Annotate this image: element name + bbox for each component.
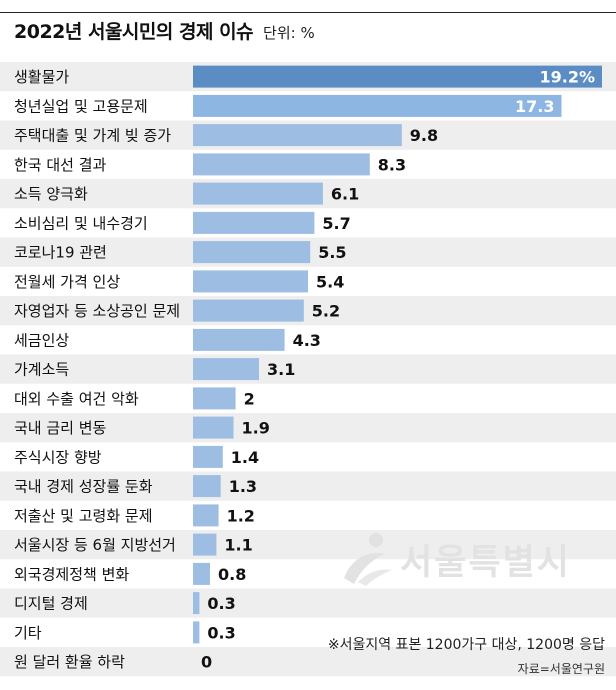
- value-label: 1.4: [231, 448, 259, 467]
- value-label: 6.1: [331, 185, 359, 204]
- category-label: 가계소득: [14, 361, 69, 379]
- bar: [193, 533, 217, 556]
- bar: [193, 328, 285, 351]
- category-label: 주식시장 향방: [14, 448, 102, 466]
- category-label: 대외 수출 여건 악화: [14, 390, 139, 408]
- bar: [193, 358, 259, 381]
- row-stripe: [0, 530, 616, 560]
- chart-title: 2022년 서울시민의 경제 이슈: [14, 21, 254, 43]
- category-label: 국내 경제 성장률 둔화: [14, 478, 153, 496]
- bar: [193, 562, 210, 585]
- bar: [193, 94, 562, 117]
- bar: [193, 270, 308, 293]
- row-stripe: [0, 413, 616, 443]
- row-stripe: [0, 471, 616, 501]
- value-label: 5.7: [322, 214, 350, 233]
- category-label: 원 달러 환율 하락: [14, 653, 125, 671]
- row-stripe: [0, 296, 616, 326]
- category-label: 전월세 가격 인상: [14, 273, 120, 291]
- bar: [193, 241, 311, 264]
- value-label: 4.3: [293, 331, 321, 350]
- category-label: 소득 양극화: [14, 185, 88, 203]
- value-label: 5.4: [316, 272, 344, 291]
- top-rule: [0, 12, 616, 13]
- category-label: 외국경제정책 변화: [14, 565, 129, 583]
- value-label: 0.3: [207, 623, 235, 642]
- value-label: 1.3: [229, 477, 257, 496]
- value-label: 0: [201, 653, 212, 672]
- value-label: 0.3: [207, 594, 235, 613]
- bar: [193, 504, 219, 527]
- bar: [193, 445, 223, 468]
- category-label: 국내 금리 변동: [14, 419, 107, 437]
- category-label: 한국 대선 결과: [14, 156, 107, 174]
- category-label: 소비심리 및 내수경기: [14, 214, 148, 232]
- bar: [193, 299, 304, 322]
- value-label: 19.2%: [539, 68, 595, 87]
- value-label: 1.2: [227, 506, 255, 525]
- category-label: 저출산 및 고령화 문제: [14, 507, 153, 525]
- bar: [193, 211, 315, 234]
- bar: [193, 621, 200, 644]
- category-label: 서울시장 등 6월 지방선거: [14, 536, 176, 554]
- bar: [193, 153, 370, 176]
- bar: [193, 592, 200, 615]
- category-label: 기타: [14, 624, 42, 642]
- value-label: 5.5: [318, 243, 346, 262]
- category-label: 주택대출 및 가계 빚 증가: [14, 127, 171, 145]
- category-label: 디지털 경제: [14, 595, 88, 613]
- category-label: 자영업자 등 소상공인 문제: [14, 302, 180, 320]
- value-label: 1.9: [242, 419, 270, 438]
- chart-header: 2022년 서울시민의 경제 이슈 단위: %: [14, 17, 315, 47]
- bar: [193, 387, 236, 410]
- category-label: 청년실업 및 고용문제: [14, 97, 148, 115]
- bar: [193, 124, 402, 147]
- category-label: 생활물가: [14, 68, 69, 86]
- row-stripe: [0, 647, 616, 677]
- value-label: 3.1: [267, 360, 295, 379]
- unit-label: 단위: %: [263, 24, 315, 42]
- value-label: 5.2: [312, 302, 340, 321]
- value-label: 0.8: [218, 565, 246, 584]
- value-label: 1.1: [224, 536, 252, 555]
- bar: [193, 65, 602, 88]
- bar: [193, 182, 323, 205]
- row-stripe: [0, 354, 616, 384]
- sample-note: ※서울지역 표본 1200가구 대상, 1200명 응답: [327, 637, 605, 653]
- value-label: 2: [244, 389, 255, 408]
- category-label: 세금인상: [14, 331, 69, 349]
- value-label: 17.3: [515, 97, 554, 116]
- value-label: 9.8: [410, 126, 438, 145]
- source-credit: 자료=서울연구원: [517, 662, 605, 676]
- category-label: 코로나19 관련: [14, 244, 107, 262]
- bar: [193, 475, 221, 498]
- row-stripe: [0, 588, 616, 618]
- value-label: 8.3: [378, 155, 406, 174]
- bar: [193, 416, 234, 439]
